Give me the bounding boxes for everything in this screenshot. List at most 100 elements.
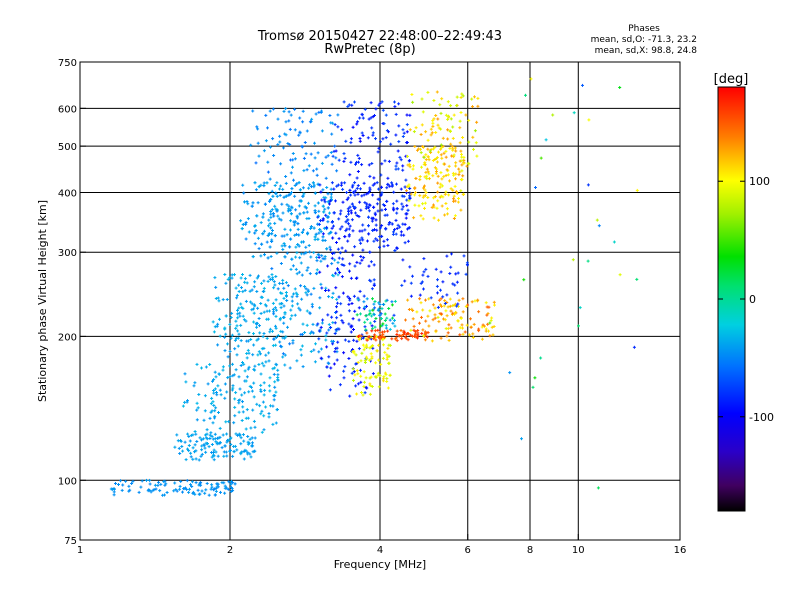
data-point <box>433 147 434 151</box>
data-point <box>424 206 425 210</box>
data-point <box>446 301 448 304</box>
data-point <box>242 273 243 276</box>
data-point <box>335 149 337 153</box>
data-point <box>256 322 258 326</box>
data-point <box>521 437 522 441</box>
data-point <box>453 303 455 307</box>
data-point <box>230 448 231 452</box>
data-point <box>361 333 363 337</box>
data-point <box>434 306 436 310</box>
data-point <box>201 489 203 493</box>
data-point <box>254 364 256 368</box>
data-point <box>395 167 397 171</box>
data-point <box>273 337 275 341</box>
data-point <box>358 347 360 351</box>
data-point <box>345 229 347 233</box>
data-point <box>257 236 259 240</box>
data-point <box>441 177 443 181</box>
data-point <box>443 151 445 155</box>
data-point <box>283 315 285 319</box>
data-point <box>206 428 208 432</box>
data-point <box>376 181 378 185</box>
data-point <box>268 218 270 222</box>
data-point <box>264 303 266 307</box>
data-point <box>329 388 331 392</box>
data-point <box>250 455 252 459</box>
data-point <box>320 190 322 194</box>
data-point <box>462 332 464 336</box>
data-point <box>488 329 489 333</box>
data-point <box>318 255 320 259</box>
y-tick-label: 600 <box>58 104 77 115</box>
data-point <box>370 345 372 349</box>
data-point <box>356 313 358 317</box>
data-point <box>298 244 300 248</box>
data-point <box>351 302 353 305</box>
data-point <box>244 280 246 284</box>
data-point <box>429 309 431 313</box>
data-point <box>441 312 443 316</box>
data-point <box>401 337 403 341</box>
data-point <box>263 381 265 385</box>
data-point <box>265 113 267 117</box>
data-point <box>370 337 372 341</box>
data-point <box>239 314 241 318</box>
data-point <box>427 170 429 174</box>
data-point <box>323 198 325 202</box>
data-point <box>404 185 406 189</box>
data-point <box>213 488 215 492</box>
data-point <box>448 164 450 168</box>
data-point <box>442 195 444 199</box>
data-point <box>424 330 426 334</box>
data-point <box>598 224 600 228</box>
data-point <box>353 205 355 209</box>
data-point <box>383 244 385 248</box>
data-point <box>214 432 216 436</box>
data-point <box>210 402 212 406</box>
data-point <box>204 446 206 450</box>
data-point <box>318 110 320 114</box>
data-point <box>163 480 165 484</box>
data-point <box>306 217 308 221</box>
data-point <box>343 351 345 355</box>
data-point <box>222 298 224 302</box>
data-point <box>291 191 292 194</box>
data-point <box>434 316 436 320</box>
data-point <box>371 217 373 221</box>
data-point <box>183 487 185 491</box>
data-point <box>152 488 154 492</box>
data-point <box>230 443 232 446</box>
data-point <box>417 329 419 332</box>
data-point <box>434 195 436 199</box>
data-point <box>362 238 364 242</box>
data-point <box>377 209 379 213</box>
data-point <box>201 448 203 452</box>
data-point <box>281 202 283 206</box>
data-point <box>348 322 350 326</box>
data-point <box>369 309 371 313</box>
data-point <box>320 259 322 263</box>
data-point <box>263 346 265 350</box>
data-point <box>195 449 197 453</box>
data-point <box>237 336 239 340</box>
data-point <box>222 368 224 372</box>
data-point <box>353 351 355 355</box>
data-point <box>330 192 332 196</box>
data-point <box>259 331 261 335</box>
data-point <box>446 314 448 318</box>
data-point <box>331 162 333 166</box>
data-point <box>242 361 243 364</box>
data-point <box>240 436 242 440</box>
data-point <box>185 458 187 462</box>
data-point <box>413 216 415 220</box>
data-point <box>293 292 294 296</box>
data-point <box>212 379 213 383</box>
data-point <box>235 336 237 340</box>
data-point <box>448 338 450 342</box>
x-tick-label: 2 <box>227 545 233 556</box>
data-point <box>205 365 207 369</box>
data-point <box>263 414 265 418</box>
data-point <box>476 120 478 124</box>
data-point <box>288 193 290 197</box>
data-point <box>459 159 461 163</box>
